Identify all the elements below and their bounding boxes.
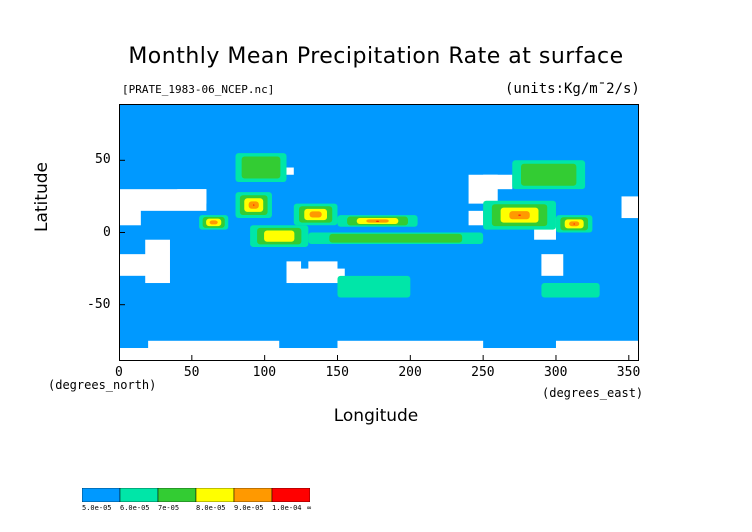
missing-data-block: [177, 189, 207, 204]
missing-data-block: [468, 210, 484, 226]
x-tick-label: 300: [543, 365, 568, 380]
x-tick-label: 350: [616, 365, 641, 380]
x-tick-label: 50: [183, 365, 200, 380]
precip-cell: [309, 211, 322, 218]
y-tick-label: -50: [87, 296, 111, 312]
x-tick-label: 150: [325, 365, 349, 380]
missing-data-block: [279, 167, 294, 175]
precip-cell: [253, 204, 255, 206]
source-file-label: [PRATE_1983-06_NCEP.nc]: [122, 83, 275, 96]
legend-swatch: [195, 488, 235, 502]
precip-cell: [264, 230, 295, 242]
missing-data-block: [621, 196, 639, 219]
legend-swatch: [82, 488, 121, 502]
chart-title: Monthly Mean Precipitation Rate at surfa…: [128, 44, 624, 69]
heatmap-plot: [119, 104, 639, 361]
precip-cell: [241, 156, 281, 179]
legend-swatch: [271, 488, 310, 502]
y-tick-label: 50: [95, 152, 111, 168]
precip-cell: [337, 275, 411, 298]
precip-cell: [375, 220, 380, 222]
legend-label: 9.0e-05: [234, 504, 264, 512]
x-tick-label: 100: [252, 365, 277, 380]
legend-label: 8.0e-05: [196, 504, 226, 512]
x-tick-label: 200: [398, 365, 422, 380]
missing-data-block: [555, 340, 639, 349]
legend-label: 7e-05: [158, 504, 180, 512]
legend-swatch: [119, 488, 159, 502]
units-label: (units:Kg/m¯2/s): [505, 81, 640, 97]
legend-swatch: [157, 488, 197, 502]
color-legend: [82, 488, 310, 502]
y-tick-label: 0: [103, 224, 111, 240]
legend-label: 1.0e-04: [272, 504, 302, 512]
x-tick-label: 250: [471, 365, 495, 380]
y-axis-label: Latitude: [32, 162, 52, 232]
x-units-label-left: (degrees_north): [48, 378, 157, 392]
precip-cell: [573, 223, 575, 225]
precip-cell: [518, 214, 522, 216]
missing-data-block: [337, 340, 484, 349]
legend-swatch: [233, 488, 273, 502]
precip-cell: [521, 163, 577, 186]
missing-data-block: [293, 268, 345, 284]
missing-data-block: [541, 254, 564, 276]
x-units-label-right: (degrees_east): [542, 386, 644, 400]
precip-cell: [541, 283, 600, 298]
x-axis-label: Longitude: [333, 406, 419, 426]
precip-cell: [329, 233, 463, 243]
legend-label: 5.0e-05: [82, 504, 112, 512]
legend-label: 6.0e-05: [120, 504, 150, 512]
precip-cell: [209, 220, 218, 225]
missing-data-block: [148, 340, 280, 349]
legend-label: ∞: [307, 504, 312, 512]
x-tick-label: 0: [115, 365, 123, 380]
missing-data-block: [483, 174, 513, 190]
missing-data-block: [145, 239, 170, 284]
missing-data-block: [119, 348, 639, 361]
